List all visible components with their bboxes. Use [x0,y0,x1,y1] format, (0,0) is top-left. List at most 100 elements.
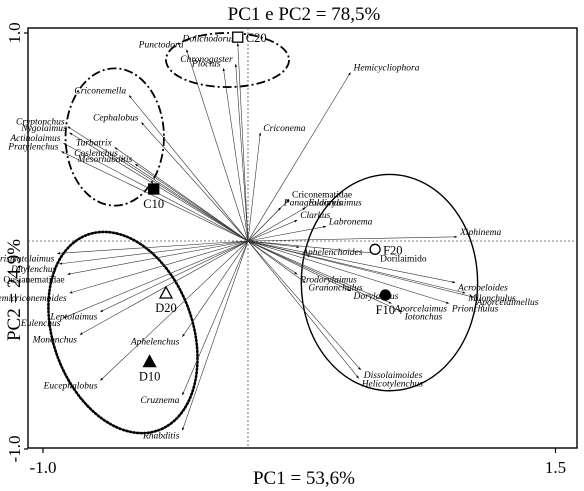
marker-d10 [142,354,157,368]
label-iotonchus: Iotonchus [404,313,443,323]
label-eucephalobus: Eucephalobus [43,381,98,391]
vector-labronema [247,225,327,242]
axis-ticks: -1.0 1.5 1.0 -1.0 [5,22,566,477]
label-aporcelaimus: Aporcelaimus [394,304,448,314]
marker-c10 [148,183,160,195]
vector-turbatrix [114,147,249,242]
marker-f20 [369,243,381,255]
label-hemicriconemoides: Hemicriconemoides [0,294,67,304]
label-aphelenchus: Aphelenchus [130,338,180,348]
label-criconematidae: Criconematidae [292,190,352,200]
x-tick-label: -1.0 [30,458,57,477]
label-eulenchus: Eulenchus [20,319,61,329]
treatment-label-d10: D10 [139,370,161,384]
label-punctodora: Punctodora [138,41,184,51]
vector-cruznema [182,240,249,396]
label-rhabditis: Rhabditis [142,431,180,441]
vector-dissolaimoides [247,240,361,371]
vector-mesorhabditis [135,163,249,242]
label-criconema: Criconema [263,124,305,134]
x-tick-label: 1.5 [545,458,566,477]
marker-d20 [158,285,174,299]
vector-panagrolaimus [247,207,282,242]
vector-dorilaimido [247,240,378,255]
label-cryptonchus: Cryptonchus [16,118,65,128]
label-ditylenchus: Ditylenchus [10,265,57,275]
ellipse-f [300,173,479,392]
label-dorilaimido: Dorilaimido [380,254,427,264]
vector-aporcelaimellus [247,240,474,298]
label-prismatolaimus: Prismatolaimus [0,254,55,264]
y-tick-label: 1.0 [5,22,24,43]
label-pratylenchus: Pratylenchus [7,143,58,153]
label-chronogaster: Chronogaster [180,55,233,65]
label-milonchulus: Milonchulus [467,294,516,304]
vector-rhabditis [182,240,249,431]
vector-chronogaster [234,63,249,242]
label-cephalobus: Cephalobus [93,113,139,123]
vector-granonchulus [247,240,306,283]
vector-helicotylenchus [247,240,359,379]
label-aphelenchoides: Aphelenchoides [301,248,362,258]
x-axis-label: PC1 = 53,6% [253,468,355,489]
vector-cephalobus [141,122,249,242]
label-aporcelaimellus: Aporcelaimellus [476,298,539,308]
label-ploctus: Ploctus [191,59,221,69]
vector-leptolaimus [100,240,249,312]
vector-hemicycliophora [247,72,351,242]
label-leptolaimus: Leptolaimus [49,313,97,323]
vector-eulenchus [63,240,249,319]
vector-iotonchus [247,240,403,312]
label-hemicycliophora: Hemicycliophora [353,64,420,74]
label-actinolaimus: Actinolaimus [9,134,60,144]
treatment-label-d20: D20 [155,301,177,315]
label-helicotylenchus: Helicotylenchus [361,379,424,389]
treatment-label-f20: F20 [383,243,402,257]
vector-eucephalobus [100,240,249,381]
label-eudorylaimus: Eudorylaimus [307,199,362,209]
label-panagrolaimus: Panagrolaimus [283,199,343,209]
vector-aporcelaimus [247,240,392,304]
vector-dorylaimus [247,240,351,292]
vector-dolichodorus [236,43,249,242]
treatment-label-c20: C20 [246,31,267,45]
label-mesorhabditis: Mesorhabditis [77,155,133,165]
vector-mononchus [79,240,249,335]
label-turbatrix: Turbatrix [76,138,113,148]
vector-coslenchus [120,157,249,242]
vector-punctodora [186,49,249,242]
vector-hemicriconemoides [69,240,249,294]
label-clarkus: Clarkus [300,211,330,221]
label-qusianematidae: Qusianematidae [3,275,64,285]
treatment-points: C20 C10 F20 F10 D20 D10 [139,31,403,383]
vector-pratylenchus [61,151,249,242]
label-mononchus: Mononchus [32,336,78,346]
label-coslenchus: Coslenchus [74,149,118,159]
label-xiphinema: Xiphinema [459,228,501,238]
chart-title: PC1 e PC2 = 78,5% [228,4,381,25]
label-prodorylaimus: Prodorylaimus [299,275,357,285]
group-ellipses [47,32,479,435]
label-dissolaimoides: Dissolaimoides [363,371,423,381]
y-tick-label: -1.0 [5,436,24,463]
vector-ditylenchus [59,240,249,265]
y-axis-label: PC2 = 24,9% [4,239,25,341]
label-granonchulus: Granonchulus [308,284,363,294]
ellipse-c20 [165,32,290,88]
label-prionchulus: Prionchulus [451,304,499,314]
treatment-label-f10: F10 [376,303,395,317]
vector-qusianematidae [67,240,249,275]
label-dorylaimus: Dorylaimus [353,292,399,302]
label-nygolaimus: Nygolaimus [20,124,67,134]
vector-criconema [247,132,262,242]
marker-c20 [232,31,244,43]
vector-xiphinema [247,235,458,242]
vector-acrobeloides [247,240,456,284]
vector-milonchulus [247,240,466,294]
loading-vectors [57,43,474,431]
vector-prodorylaimus [247,240,298,275]
vector-prionchulus [247,240,450,304]
label-dolichodorus: Dolichodorus [182,34,236,44]
marker-f10 [379,289,392,301]
